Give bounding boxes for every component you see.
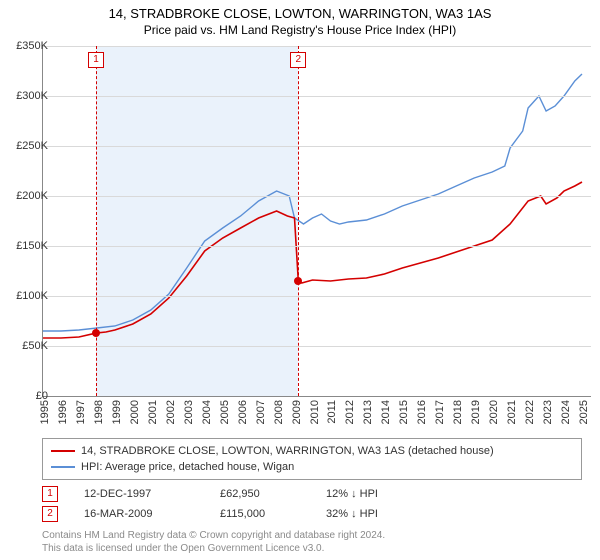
legend-swatch-price — [51, 450, 75, 452]
xtick-label: 1999 — [111, 400, 123, 424]
legend-row: 14, STRADBROKE CLOSE, LOWTON, WARRINGTON… — [51, 443, 573, 459]
grid-line — [43, 96, 591, 97]
xtick-label: 2020 — [488, 400, 500, 424]
events-table: 1 12-DEC-1997 £62,950 12% ↓ HPI 2 16-MAR… — [42, 484, 582, 524]
event-date: 16-MAR-2009 — [84, 508, 194, 520]
legend-swatch-hpi — [51, 466, 75, 468]
event-marker-1: 1 — [42, 486, 58, 502]
ytick-label: £0 — [4, 390, 48, 402]
chart-container: 14, STRADBROKE CLOSE, LOWTON, WARRINGTON… — [0, 0, 600, 560]
marker-line — [298, 46, 299, 396]
xtick-label: 2014 — [380, 400, 392, 424]
xtick-label: 2009 — [291, 400, 303, 424]
series-line — [43, 182, 582, 338]
xtick-label: 2002 — [165, 400, 177, 424]
xtick-label: 2000 — [129, 400, 141, 424]
xtick-label: 2006 — [237, 400, 249, 424]
xtick-label: 1996 — [57, 400, 69, 424]
xtick-label: 2021 — [506, 400, 518, 424]
xtick-label: 2011 — [326, 400, 338, 424]
ytick-label: £150K — [4, 240, 48, 252]
grid-line — [43, 46, 591, 47]
xtick-label: 2022 — [524, 400, 536, 424]
grid-line — [43, 346, 591, 347]
event-price: £62,950 — [220, 488, 300, 500]
legend-label-price: 14, STRADBROKE CLOSE, LOWTON, WARRINGTON… — [81, 445, 494, 457]
sale-point — [92, 329, 100, 337]
xtick-label: 2012 — [344, 400, 356, 424]
legend-row: HPI: Average price, detached house, Wiga… — [51, 459, 573, 475]
xtick-label: 2019 — [470, 400, 482, 424]
xtick-label: 2001 — [147, 400, 159, 424]
xtick-label: 2004 — [201, 400, 213, 424]
legend-label-hpi: HPI: Average price, detached house, Wiga… — [81, 461, 294, 473]
marker-box: 1 — [88, 52, 104, 68]
grid-line — [43, 296, 591, 297]
xtick-label: 2007 — [255, 400, 267, 424]
xtick-label: 2024 — [560, 400, 572, 424]
footer-attribution: Contains HM Land Registry data © Crown c… — [42, 530, 385, 555]
grid-line — [43, 246, 591, 247]
xtick-label: 2003 — [183, 400, 195, 424]
ytick-label: £50K — [4, 340, 48, 352]
plot-area: 1995199619971998199920002001200220032004… — [42, 46, 591, 397]
grid-line — [43, 196, 591, 197]
ytick-label: £300K — [4, 90, 48, 102]
xtick-label: 1995 — [39, 400, 51, 424]
event-marker-2: 2 — [42, 506, 58, 522]
ytick-label: £200K — [4, 190, 48, 202]
xtick-label: 2023 — [542, 400, 554, 424]
xtick-label: 2013 — [362, 400, 374, 424]
event-pct: 32% ↓ HPI — [326, 508, 416, 520]
title-block: 14, STRADBROKE CLOSE, LOWTON, WARRINGTON… — [0, 0, 600, 37]
ytick-label: £350K — [4, 40, 48, 52]
line-layer — [43, 46, 591, 396]
footer-line-1: Contains HM Land Registry data © Crown c… — [42, 530, 385, 543]
ytick-label: £100K — [4, 290, 48, 302]
xtick-label: 2017 — [434, 400, 446, 424]
xtick-label: 1998 — [93, 400, 105, 424]
xtick-label: 2008 — [273, 400, 285, 424]
sale-point — [294, 277, 302, 285]
footer-line-2: This data is licensed under the Open Gov… — [42, 543, 385, 556]
xtick-label: 2018 — [452, 400, 464, 424]
event-date: 12-DEC-1997 — [84, 488, 194, 500]
xtick-label: 1997 — [75, 400, 87, 424]
event-pct: 12% ↓ HPI — [326, 488, 416, 500]
event-row: 2 16-MAR-2009 £115,000 32% ↓ HPI — [42, 504, 582, 524]
marker-line — [96, 46, 97, 396]
xtick-label: 2025 — [578, 400, 590, 424]
marker-box: 2 — [290, 52, 306, 68]
ytick-label: £250K — [4, 140, 48, 152]
series-line — [43, 74, 582, 331]
xtick-label: 2016 — [416, 400, 428, 424]
xtick-label: 2010 — [309, 400, 321, 424]
chart-subtitle: Price paid vs. HM Land Registry's House … — [0, 23, 600, 37]
xtick-label: 2015 — [398, 400, 410, 424]
event-price: £115,000 — [220, 508, 300, 520]
chart-title: 14, STRADBROKE CLOSE, LOWTON, WARRINGTON… — [0, 6, 600, 21]
legend: 14, STRADBROKE CLOSE, LOWTON, WARRINGTON… — [42, 438, 582, 480]
event-row: 1 12-DEC-1997 £62,950 12% ↓ HPI — [42, 484, 582, 504]
xtick-label: 2005 — [219, 400, 231, 424]
grid-line — [43, 146, 591, 147]
